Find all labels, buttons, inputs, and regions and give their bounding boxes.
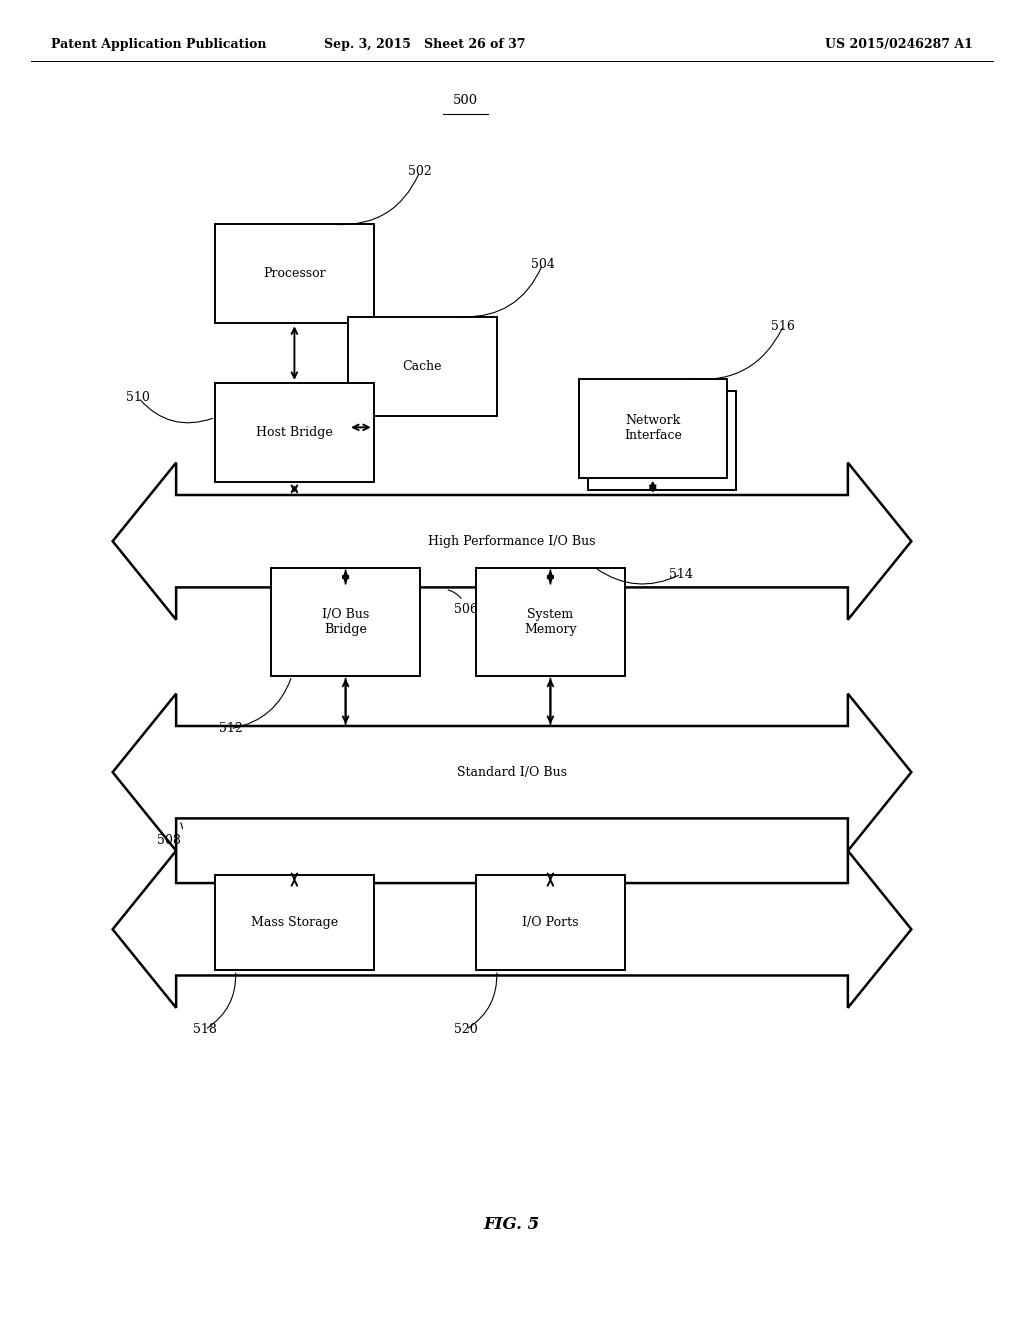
FancyBboxPatch shape — [348, 317, 497, 416]
Text: Sep. 3, 2015   Sheet 26 of 37: Sep. 3, 2015 Sheet 26 of 37 — [325, 38, 525, 51]
Text: Processor: Processor — [263, 268, 326, 280]
Text: 518: 518 — [193, 1023, 217, 1036]
Polygon shape — [113, 851, 911, 1008]
Text: Network
Interface: Network Interface — [624, 414, 682, 442]
Text: 512: 512 — [218, 722, 243, 735]
FancyBboxPatch shape — [215, 875, 374, 970]
Text: 514: 514 — [669, 568, 693, 581]
Text: 500: 500 — [454, 94, 478, 107]
Text: 508: 508 — [157, 834, 181, 847]
Text: Patent Application Publication: Patent Application Publication — [51, 38, 266, 51]
FancyBboxPatch shape — [579, 379, 727, 478]
Text: I/O Bus
Bridge: I/O Bus Bridge — [322, 607, 370, 636]
Text: 516: 516 — [771, 319, 796, 333]
Polygon shape — [113, 694, 911, 851]
Text: Mass Storage: Mass Storage — [251, 916, 338, 929]
Text: High Performance I/O Bus: High Performance I/O Bus — [428, 535, 596, 548]
FancyBboxPatch shape — [476, 568, 625, 676]
Text: Standard I/O Bus: Standard I/O Bus — [457, 766, 567, 779]
FancyBboxPatch shape — [271, 568, 420, 676]
Text: US 2015/0246287 A1: US 2015/0246287 A1 — [825, 38, 973, 51]
Text: I/O Ports: I/O Ports — [522, 916, 579, 929]
FancyBboxPatch shape — [215, 383, 374, 482]
Polygon shape — [113, 463, 911, 620]
Text: FIG. 5: FIG. 5 — [484, 1217, 540, 1233]
Text: 504: 504 — [530, 257, 555, 271]
FancyBboxPatch shape — [588, 391, 736, 490]
Text: 502: 502 — [408, 165, 432, 178]
FancyBboxPatch shape — [215, 224, 374, 323]
Text: 520: 520 — [454, 1023, 478, 1036]
Text: System
Memory: System Memory — [524, 607, 577, 636]
FancyBboxPatch shape — [476, 875, 625, 970]
Text: 510: 510 — [126, 391, 151, 404]
Text: Host Bridge: Host Bridge — [256, 426, 333, 438]
Text: Cache: Cache — [402, 360, 442, 372]
Text: 506: 506 — [454, 603, 478, 616]
